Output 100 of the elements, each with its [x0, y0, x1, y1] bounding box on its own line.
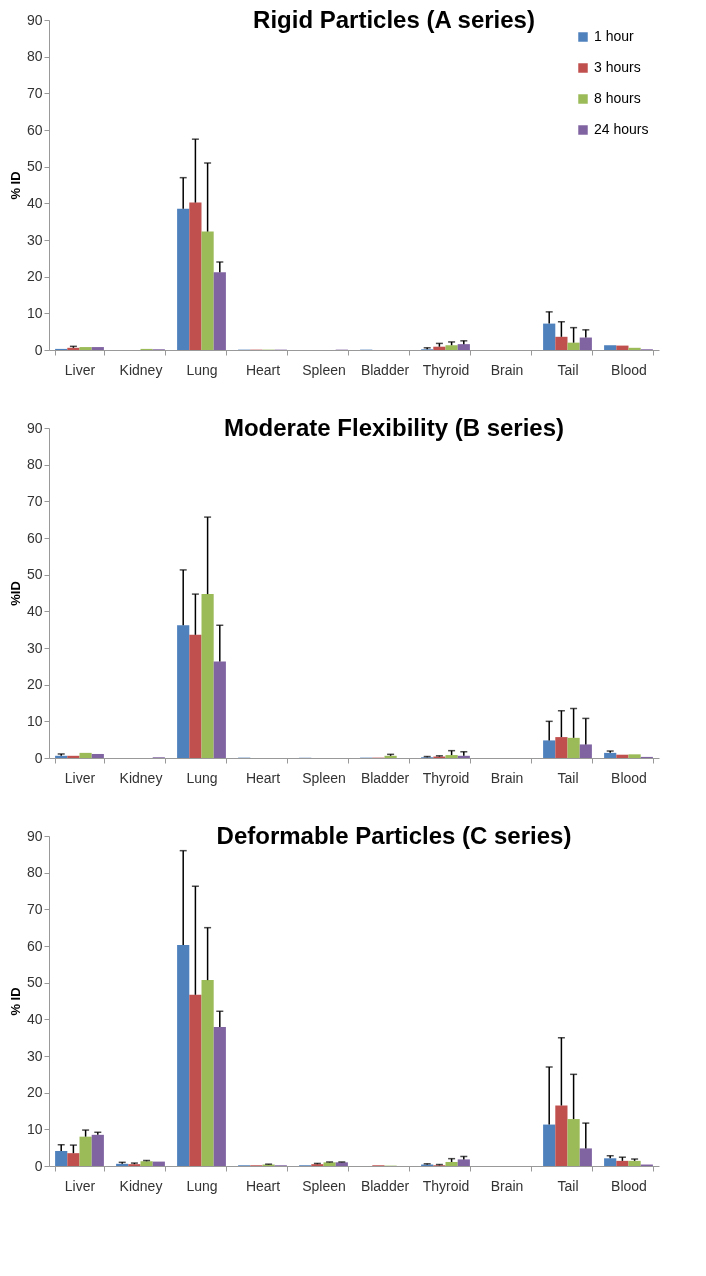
bar [543, 1124, 556, 1166]
x-tick-label: Blood [611, 769, 647, 786]
bar [628, 1160, 641, 1166]
x-tick-label: Bladder [360, 361, 410, 378]
bar [445, 345, 458, 350]
bar [213, 661, 226, 758]
x-tick-label: Heart [245, 769, 281, 786]
bar [555, 1105, 568, 1166]
bar [604, 1158, 617, 1166]
bar [189, 634, 202, 758]
bar [140, 1161, 153, 1166]
x-tick-label: Tail [557, 361, 579, 378]
y-tick-label: 60 [26, 529, 43, 546]
bar [177, 208, 190, 350]
y-tick-label: 30 [26, 231, 43, 248]
bar [91, 753, 104, 758]
x-tick-label: Kidney [119, 769, 163, 786]
x-tick-label: Heart [245, 1177, 281, 1194]
y-tick-label: 40 [26, 1010, 43, 1027]
y-tick-label: 70 [26, 84, 43, 101]
x-tick-label: Spleen [302, 1177, 346, 1194]
chart-title: Moderate Flexibility (B series) [223, 414, 565, 441]
bar [567, 1119, 580, 1166]
x-tick-label: Thyroid [422, 769, 470, 786]
chart-title: Rigid Particles (A series) [253, 6, 535, 33]
y-tick-label: 90 [26, 827, 43, 844]
y-tick-label: 80 [26, 864, 43, 881]
bar [604, 752, 617, 758]
bar [91, 347, 104, 350]
y-tick-label: 10 [26, 304, 43, 321]
x-tick-label: Brain [490, 361, 524, 378]
x-tick-label: Tail [557, 769, 579, 786]
bar [67, 1153, 80, 1166]
x-tick-label: Lung [186, 769, 218, 786]
y-axis-title: % ID [7, 171, 23, 200]
bar [67, 755, 80, 758]
y-tick-label: 50 [26, 158, 43, 175]
x-tick-label: Liver [64, 769, 96, 786]
y-tick-label: 80 [26, 456, 43, 473]
bar [177, 944, 190, 1166]
y-tick-label: 40 [26, 194, 43, 211]
bar [201, 980, 214, 1166]
x-tick-label: Bladder [360, 1177, 410, 1194]
x-tick-label: Blood [611, 1177, 647, 1194]
x-tick-label: Kidney [119, 361, 163, 378]
bar [457, 344, 470, 350]
y-tick-label: 20 [26, 1084, 43, 1101]
x-tick-label: Liver [64, 361, 96, 378]
bar [567, 342, 580, 350]
y-tick-label: 20 [26, 268, 43, 285]
y-tick-label: 10 [26, 1120, 43, 1137]
y-tick-label: 60 [26, 937, 43, 954]
bar [543, 740, 556, 758]
x-tick-label: Bladder [360, 769, 410, 786]
x-tick-label: Heart [245, 361, 281, 378]
x-tick-label: Lung [186, 1177, 218, 1194]
bar [457, 1159, 470, 1166]
y-tick-label: 0 [34, 1157, 43, 1174]
bar [433, 346, 446, 350]
legend-label: 1 hour [594, 28, 635, 44]
bar [79, 1136, 92, 1166]
legend-label: 3 hours [594, 59, 641, 75]
bar [555, 336, 568, 350]
x-tick-label: Kidney [119, 1177, 163, 1194]
bar [79, 347, 92, 350]
bar [567, 737, 580, 758]
bar [555, 737, 568, 758]
y-tick-label: 70 [26, 900, 43, 917]
x-tick-label: Brain [490, 769, 524, 786]
y-tick-label: 60 [26, 121, 43, 138]
bar [201, 594, 214, 758]
y-tick-label: 0 [34, 341, 43, 358]
x-tick-label: Spleen [302, 769, 346, 786]
bar [213, 272, 226, 350]
bar [213, 1027, 226, 1166]
bar [91, 1134, 104, 1166]
bar [445, 755, 458, 758]
x-tick-label: Blood [611, 361, 647, 378]
bar [189, 202, 202, 350]
y-tick-label: 90 [26, 419, 43, 436]
y-tick-label: 70 [26, 492, 43, 509]
bar [55, 1150, 68, 1166]
bar [579, 1148, 592, 1166]
bar [579, 744, 592, 758]
y-tick-label: 90 [26, 11, 43, 28]
y-tick-label: 30 [26, 639, 43, 656]
bar [543, 323, 556, 350]
y-tick-label: 20 [26, 676, 43, 693]
bar [189, 994, 202, 1166]
y-tick-label: 30 [26, 1047, 43, 1064]
bar [616, 345, 629, 350]
chart-title: Deformable Particles (C series) [216, 822, 572, 849]
y-tick-label: 10 [26, 712, 43, 729]
legend-label: 24 hours [594, 121, 649, 137]
y-axis-title: %ID [7, 581, 23, 606]
x-tick-label: Spleen [302, 361, 346, 378]
y-tick-label: 50 [26, 974, 43, 991]
bar [177, 625, 190, 758]
bar [616, 754, 629, 758]
bar [201, 231, 214, 350]
